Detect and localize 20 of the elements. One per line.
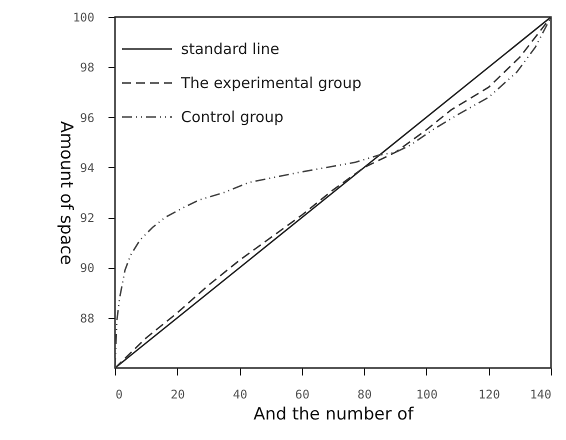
y-tick-label: 90: [80, 261, 94, 276]
legend-label: The experimental group: [180, 74, 362, 92]
legend-label: standard line: [181, 40, 280, 58]
y-tick-label: 98: [80, 60, 94, 75]
x-tick-label: 100: [416, 388, 438, 402]
y-tick-label: 94: [80, 160, 94, 175]
x-tick-label: 140: [530, 388, 552, 402]
x-tick-label: 40: [232, 388, 248, 402]
y-tick-label: 88: [80, 311, 94, 326]
y-axis-title: Amount of space: [56, 121, 76, 265]
x-tick-label: 120: [478, 388, 500, 402]
legend-label: Control group: [181, 108, 284, 126]
x-tick-label: 60: [295, 388, 310, 402]
x-tick-label: 80: [357, 388, 372, 402]
y-tick-label: 92: [80, 211, 94, 226]
x-axis-title: And the number of: [253, 404, 415, 424]
y-tick-label: 100: [72, 10, 94, 24]
x-tick-label: 20: [170, 388, 186, 402]
y-tick-label: 96: [80, 110, 94, 125]
x-tick-label: 0: [116, 388, 123, 402]
